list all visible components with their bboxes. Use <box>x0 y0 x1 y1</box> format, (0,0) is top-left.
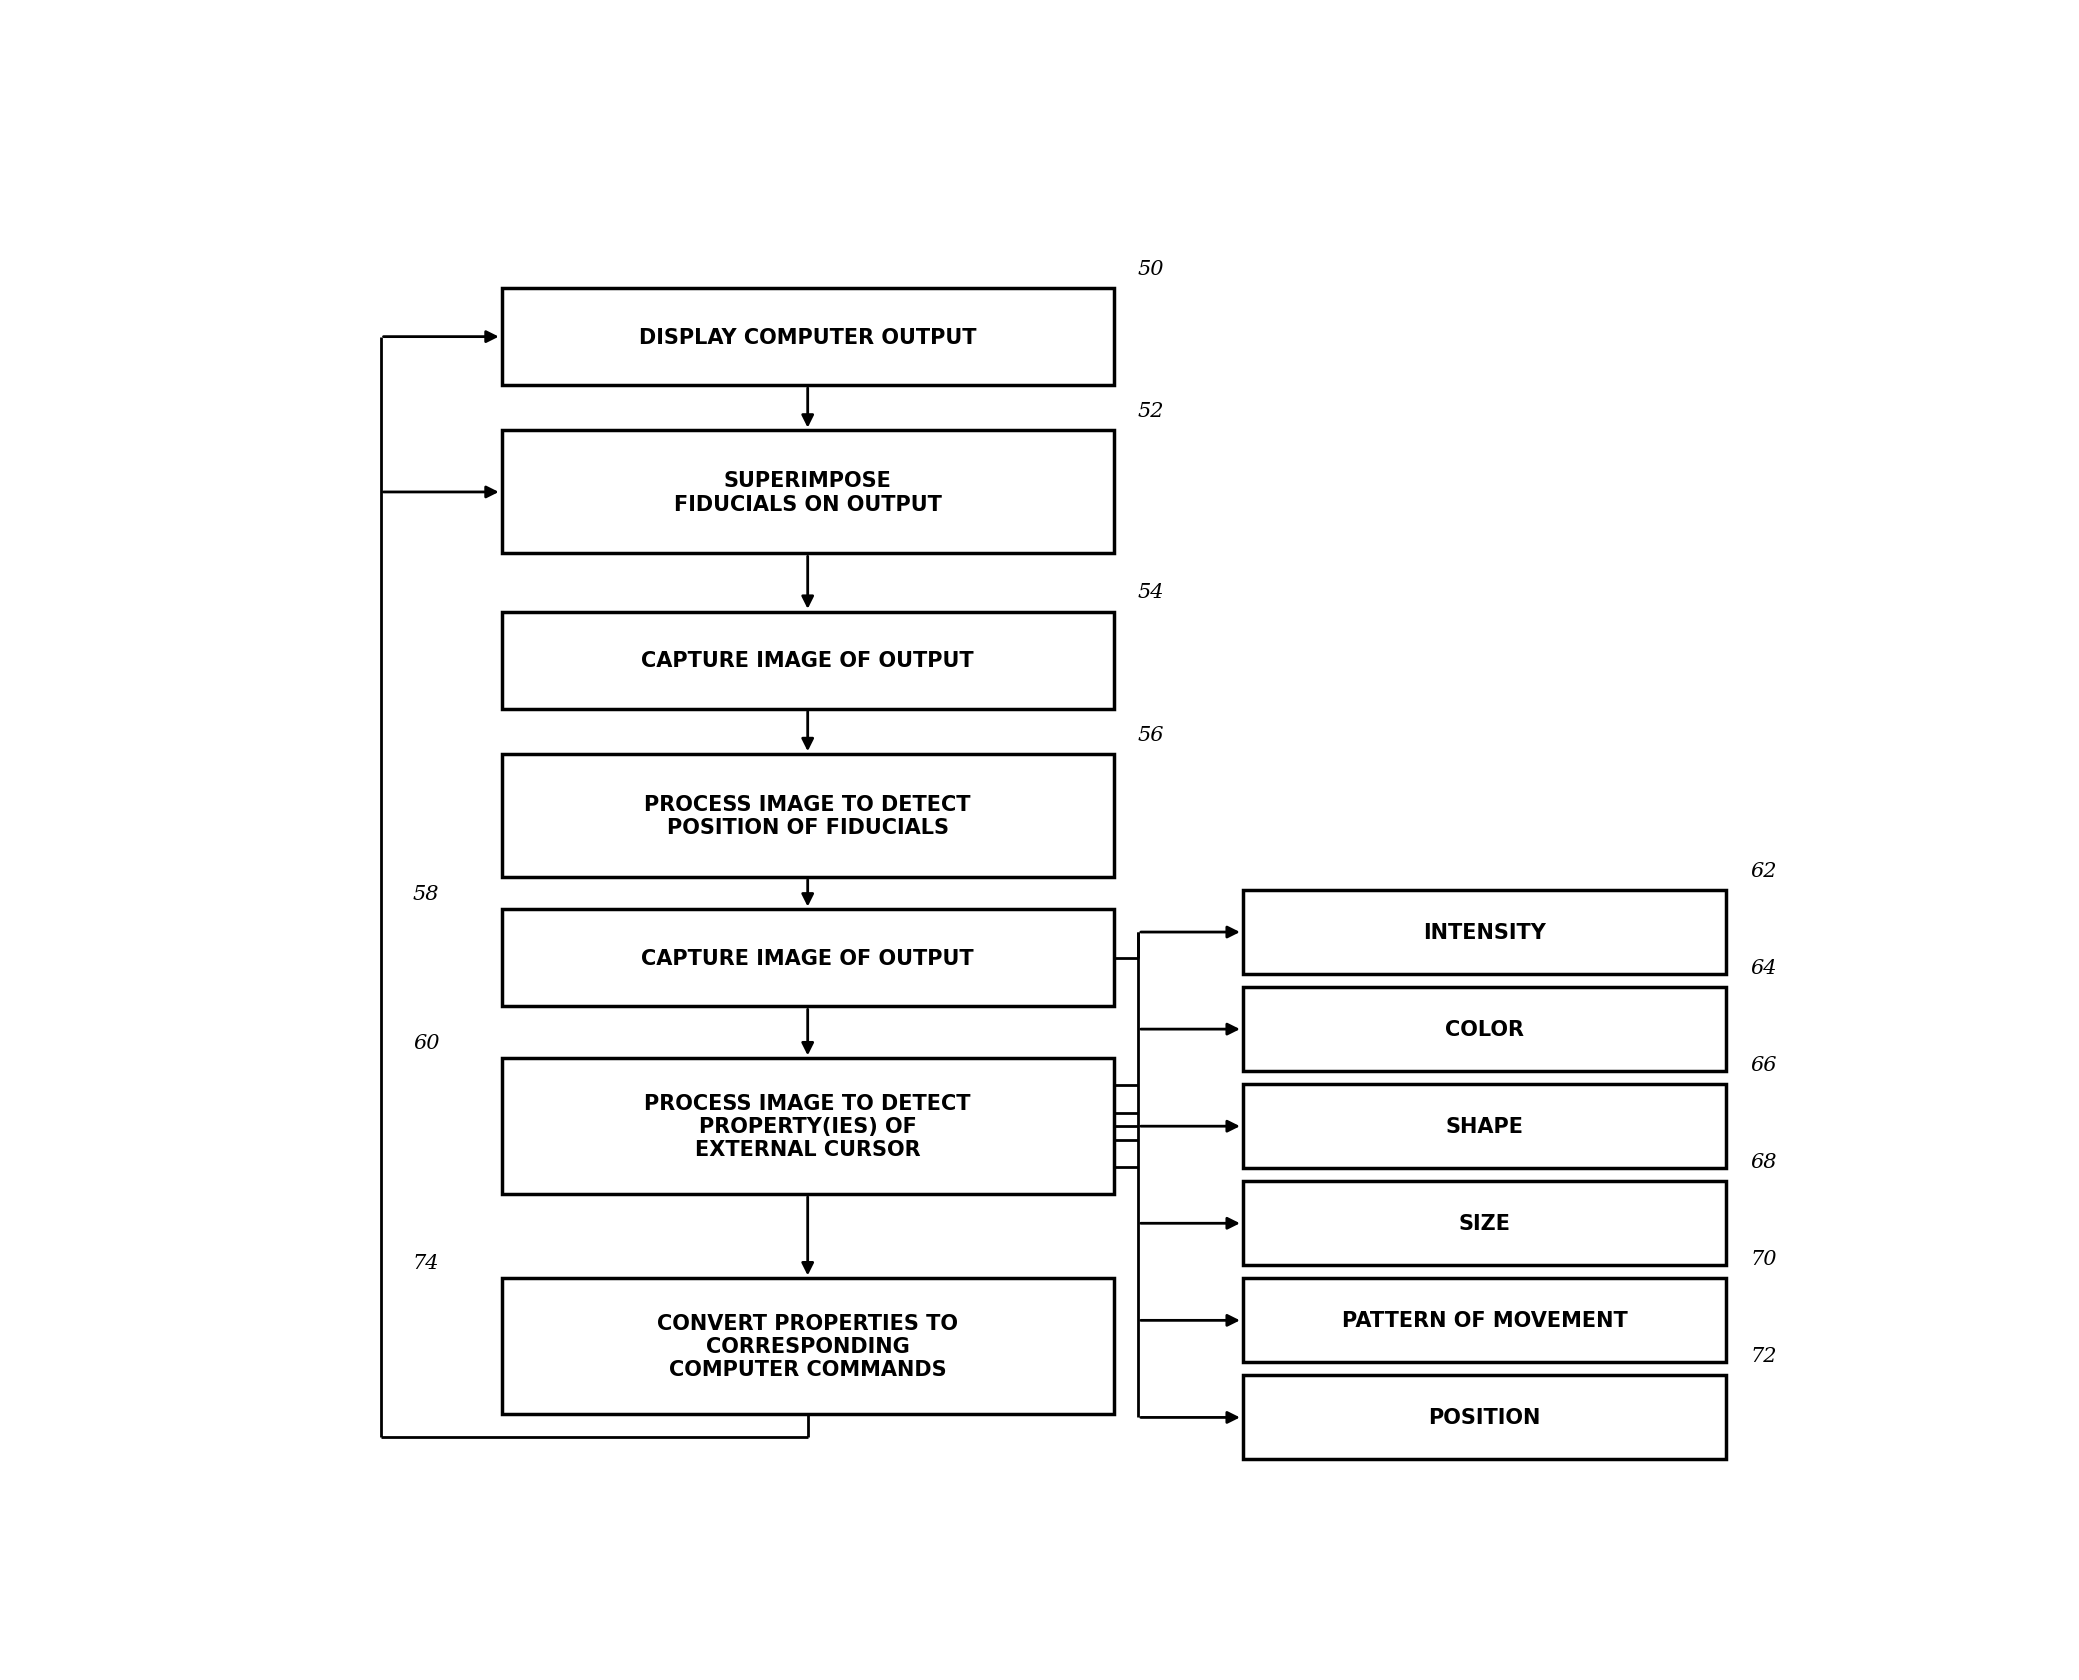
FancyBboxPatch shape <box>1243 890 1726 974</box>
FancyBboxPatch shape <box>1243 1278 1726 1362</box>
Text: 72: 72 <box>1751 1346 1778 1366</box>
FancyBboxPatch shape <box>1243 1085 1726 1169</box>
Text: SIZE: SIZE <box>1457 1213 1511 1233</box>
FancyBboxPatch shape <box>1243 1181 1726 1265</box>
FancyBboxPatch shape <box>501 612 1114 709</box>
Text: 54: 54 <box>1137 583 1164 601</box>
Text: PROCESS IMAGE TO DETECT
POSITION OF FIDUCIALS: PROCESS IMAGE TO DETECT POSITION OF FIDU… <box>644 795 971 838</box>
FancyBboxPatch shape <box>1243 1376 1726 1460</box>
Text: PROCESS IMAGE TO DETECT
PROPERTY(IES) OF
EXTERNAL CURSOR: PROCESS IMAGE TO DETECT PROPERTY(IES) OF… <box>644 1094 971 1159</box>
Text: 52: 52 <box>1137 402 1164 422</box>
FancyBboxPatch shape <box>501 911 1114 1006</box>
Text: 66: 66 <box>1751 1055 1778 1074</box>
Text: POSITION: POSITION <box>1428 1408 1541 1428</box>
Text: 64: 64 <box>1751 958 1778 978</box>
Text: 50: 50 <box>1137 260 1164 279</box>
Text: 58: 58 <box>414 884 439 904</box>
Text: PATTERN OF MOVEMENT: PATTERN OF MOVEMENT <box>1341 1310 1628 1331</box>
Text: INTENSITY: INTENSITY <box>1422 922 1547 942</box>
FancyBboxPatch shape <box>501 432 1114 554</box>
Text: 56: 56 <box>1137 726 1164 744</box>
FancyBboxPatch shape <box>501 1278 1114 1415</box>
Text: CAPTURE IMAGE OF OUTPUT: CAPTURE IMAGE OF OUTPUT <box>642 949 973 968</box>
Text: 60: 60 <box>414 1033 439 1052</box>
Text: SUPERIMPOSE
FIDUCIALS ON OUTPUT: SUPERIMPOSE FIDUCIALS ON OUTPUT <box>674 470 942 514</box>
FancyBboxPatch shape <box>501 1058 1114 1194</box>
Text: DISPLAY COMPUTER OUTPUT: DISPLAY COMPUTER OUTPUT <box>638 328 977 348</box>
Text: 62: 62 <box>1751 862 1778 880</box>
FancyBboxPatch shape <box>501 289 1114 386</box>
FancyBboxPatch shape <box>1243 988 1726 1072</box>
Text: CONVERT PROPERTIES TO
CORRESPONDING
COMPUTER COMMANDS: CONVERT PROPERTIES TO CORRESPONDING COMP… <box>657 1314 958 1379</box>
Text: 74: 74 <box>414 1253 439 1272</box>
Text: SHAPE: SHAPE <box>1445 1117 1524 1136</box>
Text: CAPTURE IMAGE OF OUTPUT: CAPTURE IMAGE OF OUTPUT <box>642 650 973 670</box>
Text: 68: 68 <box>1751 1152 1778 1171</box>
Text: 70: 70 <box>1751 1250 1778 1268</box>
Text: COLOR: COLOR <box>1445 1020 1524 1040</box>
FancyBboxPatch shape <box>501 754 1114 877</box>
